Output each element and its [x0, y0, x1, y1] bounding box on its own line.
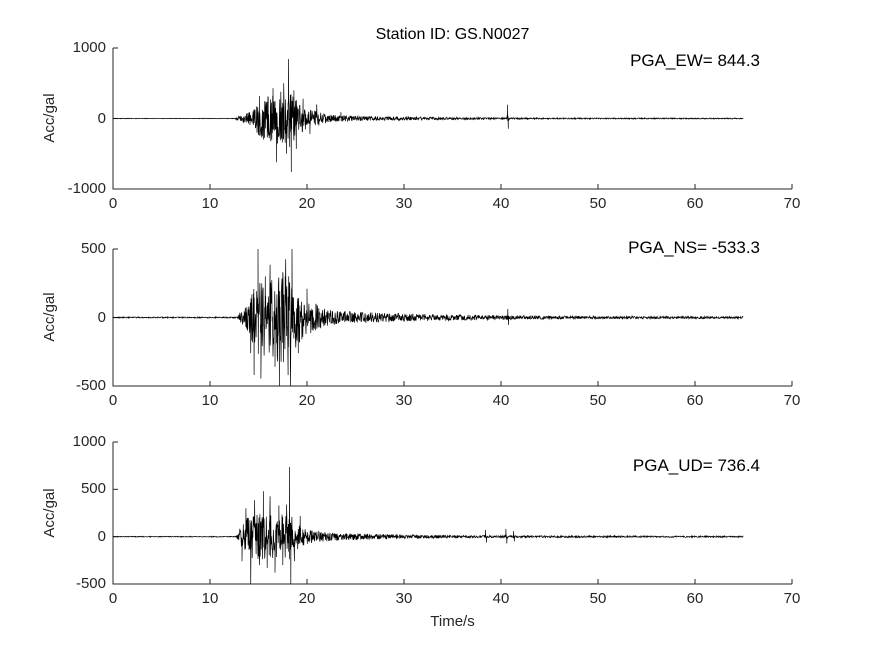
x-tick-label: 50 — [589, 195, 607, 212]
y-tick-label: 1000 — [72, 433, 106, 450]
x-tick-label: 10 — [201, 195, 219, 212]
acceleration-trace-ud — [112, 466, 744, 585]
x-tick-label: 40 — [492, 195, 510, 212]
x-tick-label: 30 — [395, 195, 413, 212]
x-tick-label: 0 — [108, 590, 118, 607]
pga-annotation-ew: PGA_EW= 844.3 — [630, 51, 760, 70]
y-tick-label: 0 — [97, 527, 106, 545]
x-tick-label: 0 — [108, 195, 118, 212]
x-tick-label: 20 — [298, 590, 316, 607]
y-tick-label: 0 — [97, 109, 106, 127]
x-tick-label: 0 — [108, 392, 118, 409]
y-tick-label: 500 — [80, 480, 106, 498]
x-tick-label: 10 — [201, 590, 219, 607]
y-tick-label: -500 — [75, 377, 106, 394]
pga-annotation-ns: PGA_NS= -533.3 — [628, 238, 760, 257]
x-tick-label: 60 — [686, 590, 704, 607]
x-tick-label: 20 — [298, 392, 316, 409]
x-tick-label: 10 — [201, 392, 219, 409]
pga-annotation-ud: PGA_UD= 736.4 — [632, 456, 760, 475]
y-tick-label: 0 — [97, 308, 106, 326]
x-tick-label: 60 — [686, 392, 704, 409]
figure-title: Station ID: GS.N0027 — [375, 26, 530, 43]
acceleration-trace-ns — [112, 248, 744, 387]
y-tick-label: -500 — [75, 575, 106, 592]
x-tick-label: 50 — [589, 392, 607, 409]
x-tick-label: 60 — [686, 195, 704, 212]
acceleration-trace-ew — [112, 58, 744, 172]
x-tick-label: 20 — [298, 195, 316, 212]
y-tick-label: -1000 — [67, 180, 106, 197]
y-tick-label: 1000 — [72, 39, 106, 56]
x-tick-label: 70 — [783, 590, 801, 607]
x-tick-label: 40 — [492, 392, 510, 409]
x-tick-label: 40 — [492, 590, 510, 607]
x-tick-label: 30 — [395, 590, 413, 607]
x-tick-label: 30 — [395, 392, 413, 409]
x-axis-label: Time/s — [430, 613, 475, 630]
x-tick-label: 70 — [783, 392, 801, 409]
y-axis-label-ud: Acc/gal — [41, 488, 58, 538]
x-tick-label: 70 — [783, 195, 801, 212]
x-tick-label: 50 — [589, 590, 607, 607]
y-tick-label: 500 — [80, 240, 106, 257]
